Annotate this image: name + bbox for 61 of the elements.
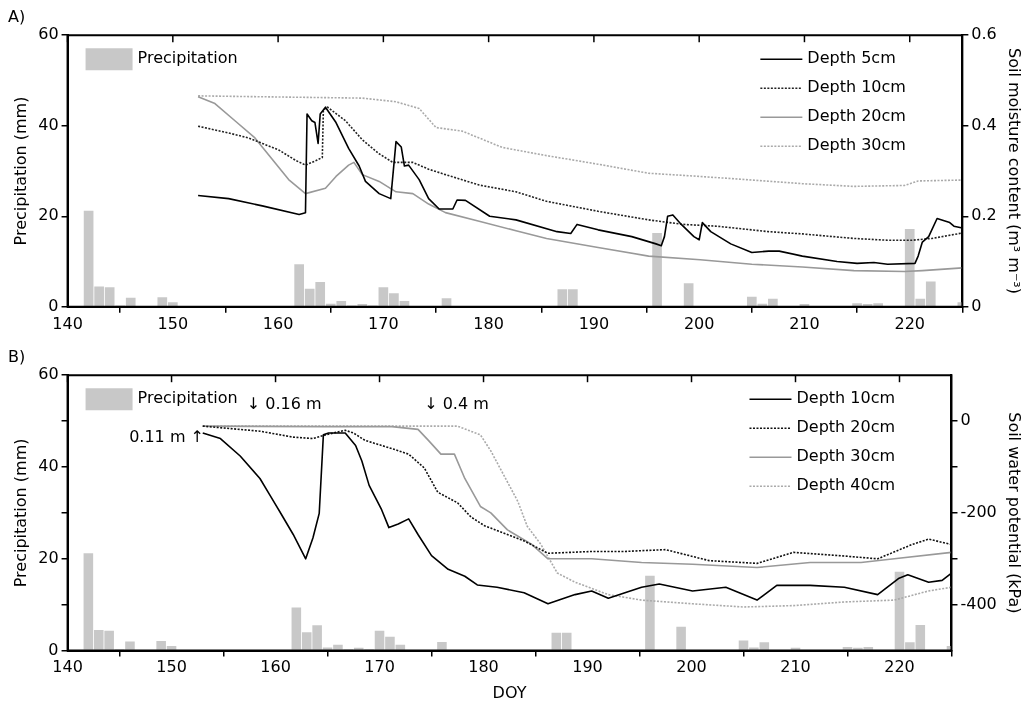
legend-label: Depth 40cm (796, 475, 896, 495)
bar (790, 647, 801, 650)
bar (645, 575, 655, 650)
legend-label: Depth 10cm (807, 77, 906, 97)
legend-label: Depth 5cm (807, 48, 896, 68)
y-tick-label: 20 (38, 205, 59, 225)
annotation: ↓ 0.4 m (424, 393, 489, 413)
x-tick-label: 160 (262, 313, 294, 333)
bar (437, 641, 447, 650)
x-tick-label: 210 (789, 313, 820, 333)
legend-label: Precipitation (137, 48, 238, 68)
chart-title: A) (8, 6, 26, 26)
bar (676, 626, 686, 650)
x-tick-label: 180 (468, 657, 499, 677)
legend-label: Depth 20cm (796, 417, 896, 437)
legend-label: Depth 20cm (807, 106, 906, 126)
x-tick-label: 200 (683, 313, 715, 333)
y2-tick-label: 0.2 (971, 205, 997, 225)
y-tick-label: 40 (38, 114, 59, 134)
x-tick-label: 170 (368, 313, 399, 333)
x-tick-label: 150 (157, 313, 189, 333)
annotation: 0.11 m ↑ (129, 426, 204, 446)
x-tick-label: 140 (52, 657, 83, 677)
y2-tick-label: 0.6 (971, 24, 997, 44)
y-tick-label: 0 (48, 295, 59, 315)
y2-axis-title: Soil moisture content (m³ m⁻³) (1005, 47, 1025, 295)
legend-label: Depth 10cm (796, 388, 896, 408)
x-tick-label: 210 (780, 657, 811, 677)
bar (652, 233, 662, 307)
bar (441, 298, 452, 307)
x-tick-label: 190 (578, 313, 610, 333)
y-tick-label: 20 (38, 547, 59, 567)
annotation: ↓ 0.16 m (246, 393, 322, 413)
legend-label: Depth 30cm (807, 135, 906, 155)
y2-tick-label: -400 (960, 593, 997, 613)
x-tick-label: 220 (894, 313, 925, 333)
x-tick-label: 180 (473, 313, 504, 333)
y-axis-title: Precipitation (mm) (10, 96, 30, 246)
y2-tick-label: -200 (960, 502, 997, 522)
x-axis-title: DOY (492, 682, 527, 702)
x-tick-label: 200 (676, 657, 707, 677)
x-tick-label: 160 (260, 657, 291, 677)
y-tick-label: 40 (38, 456, 59, 476)
x-tick-label: 220 (884, 657, 915, 677)
x-tick-label: 190 (572, 657, 603, 677)
x-tick-label: 140 (52, 313, 83, 333)
y-tick-label: 60 (38, 364, 59, 384)
legend-label: Depth 30cm (796, 446, 896, 466)
y2-tick-label: 0 (960, 410, 971, 430)
chart-title: B) (8, 346, 26, 366)
y2-tick-label: 0 (971, 295, 982, 315)
line-series (197, 95, 963, 188)
y2-tick-label: 0.4 (971, 114, 997, 134)
x-tick-label: 150 (156, 657, 187, 677)
y-tick-label: 0 (48, 639, 59, 659)
y2-axis-title: Soil water potential (kPa) (1005, 412, 1025, 614)
x-tick-label: 170 (364, 657, 395, 677)
legend-label: Precipitation (137, 388, 238, 408)
y-axis-title: Precipitation (mm) (10, 438, 30, 588)
bar (683, 283, 694, 307)
y-tick-label: 60 (38, 24, 59, 44)
